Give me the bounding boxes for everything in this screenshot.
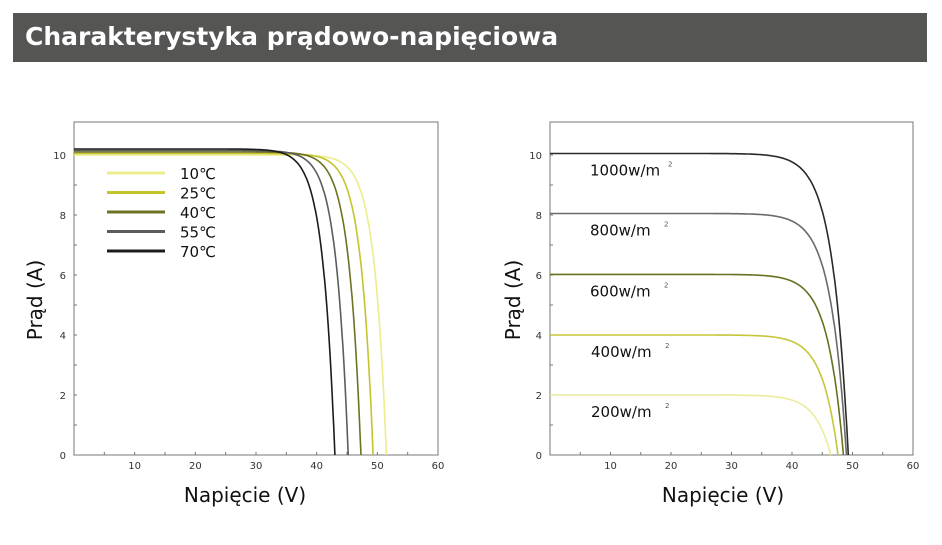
chart-2: 10 20 30 40 50 60 0 2 4 6 8 10 Napięcie (V) Prąd (A) 1…	[501, 121, 920, 507]
legend-label: 40℃	[180, 204, 216, 222]
series-line	[74, 152, 374, 456]
series-line	[74, 151, 362, 456]
x-tick-label: 60	[432, 461, 445, 472]
series-label: 600w/m	[590, 282, 651, 300]
series-label-superscript: 2	[664, 221, 668, 229]
x-tick-label: 20	[665, 461, 678, 472]
legend-label: 70℃	[180, 243, 216, 261]
y-tick-label: 10	[53, 151, 66, 162]
x-axis-label: Napięcie (V)	[662, 483, 784, 507]
series-line	[550, 394, 832, 456]
legend-label: 10℃	[180, 165, 216, 183]
x-tick-label: 50	[846, 461, 859, 472]
series-line	[550, 273, 845, 456]
series-label: 1000w/m	[590, 162, 660, 180]
y-axis-label: Prąd (A)	[23, 260, 47, 341]
y-axis-label: Prąd (A)	[501, 260, 525, 341]
section-title: Charakterystyka prądowo-napięciowa	[25, 22, 559, 51]
series-label: 400w/m	[591, 343, 652, 361]
chart-1: 10 20 30 40 50 60 0 2 4 6 8 10 Napięcie (V) Prąd (A) 1…	[23, 121, 445, 507]
x-tick-label: 30	[250, 461, 263, 472]
y-tick-label: 8	[60, 211, 66, 222]
y-tick-label: 2	[536, 391, 542, 402]
x-tick-label: 10	[128, 461, 141, 472]
section-header: Charakterystyka prądowo-napięciowa	[13, 13, 927, 62]
series-label: 200w/m	[591, 403, 652, 421]
series-line	[550, 212, 848, 456]
x-tick-label: 50	[371, 461, 384, 472]
x-tick-label: 60	[907, 461, 920, 472]
series-line	[550, 334, 839, 456]
series-label-superscript: 2	[668, 161, 672, 169]
y-tick-label: 8	[536, 211, 542, 222]
y-tick-label: 0	[536, 451, 542, 462]
x-tick-label: 40	[310, 461, 323, 472]
series-label-superscript: 2	[664, 281, 668, 289]
y-tick-label: 4	[536, 331, 542, 342]
series-line	[74, 154, 388, 456]
series-line	[74, 148, 336, 456]
y-tick-label: 6	[60, 271, 66, 282]
y-tick-label: 2	[60, 391, 66, 402]
y-tick-label: 0	[60, 451, 66, 462]
series-line	[74, 149, 349, 456]
legend-label: 25℃	[180, 185, 216, 203]
series-label-superscript: 2	[665, 402, 669, 410]
series-label-superscript: 2	[665, 342, 669, 350]
y-tick-label: 10	[529, 151, 542, 162]
series-line	[550, 152, 850, 456]
legend-label: 55℃	[180, 224, 216, 242]
y-tick-label: 6	[536, 271, 542, 282]
x-tick-label: 20	[189, 461, 202, 472]
x-axis-label: Napięcie (V)	[184, 483, 306, 507]
series-label: 800w/m	[590, 222, 651, 240]
x-tick-label: 10	[604, 461, 617, 472]
x-tick-label: 30	[725, 461, 738, 472]
x-tick-label: 40	[786, 461, 799, 472]
y-tick-label: 4	[60, 331, 66, 342]
